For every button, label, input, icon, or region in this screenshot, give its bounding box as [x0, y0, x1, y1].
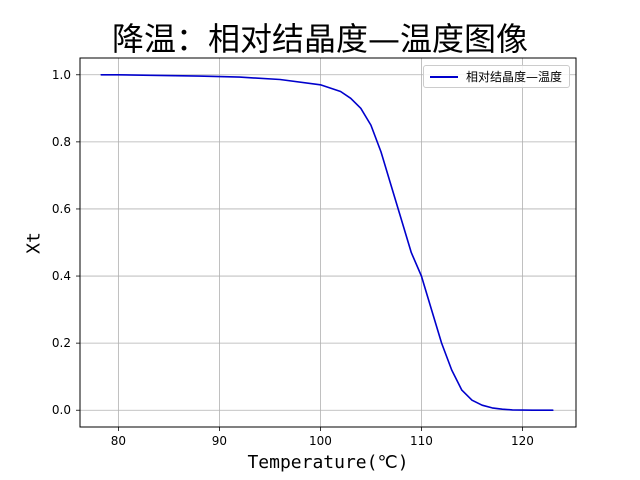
series-layer [100, 74, 554, 412]
x-tick-label: 110 [410, 434, 433, 448]
x-tick-label: 80 [111, 434, 126, 448]
grid-layer [80, 58, 576, 427]
x-axis-label: Temperature(℃) [247, 452, 409, 473]
y-tick-label: 0.6 [52, 202, 71, 216]
y-axis-label: Xt [23, 232, 45, 254]
series-line [100, 74, 554, 412]
y-tick-label: 0.4 [52, 269, 71, 283]
legend-line-swatch [429, 75, 458, 78]
plot-frame [79, 57, 577, 428]
legend: 相对结晶度—温度 [422, 65, 570, 88]
y-tick-label: 0.8 [52, 135, 71, 149]
tick-layer: 80 90 100 110 120 0.0 0.2 0.4 0.6 0.8 1.0 [52, 68, 534, 448]
y-tick-label: 0.2 [52, 336, 71, 350]
x-tick-label: 100 [309, 434, 332, 448]
chart-title: 降温：相对结晶度—温度图像 [111, 20, 528, 58]
x-tick-label: 90 [212, 434, 227, 448]
x-tick-label: 120 [511, 434, 534, 448]
legend-entry-label: 相对结晶度—温度 [465, 70, 562, 84]
y-tick-label: 1.0 [52, 68, 71, 82]
y-tick-label: 0.0 [52, 403, 71, 417]
